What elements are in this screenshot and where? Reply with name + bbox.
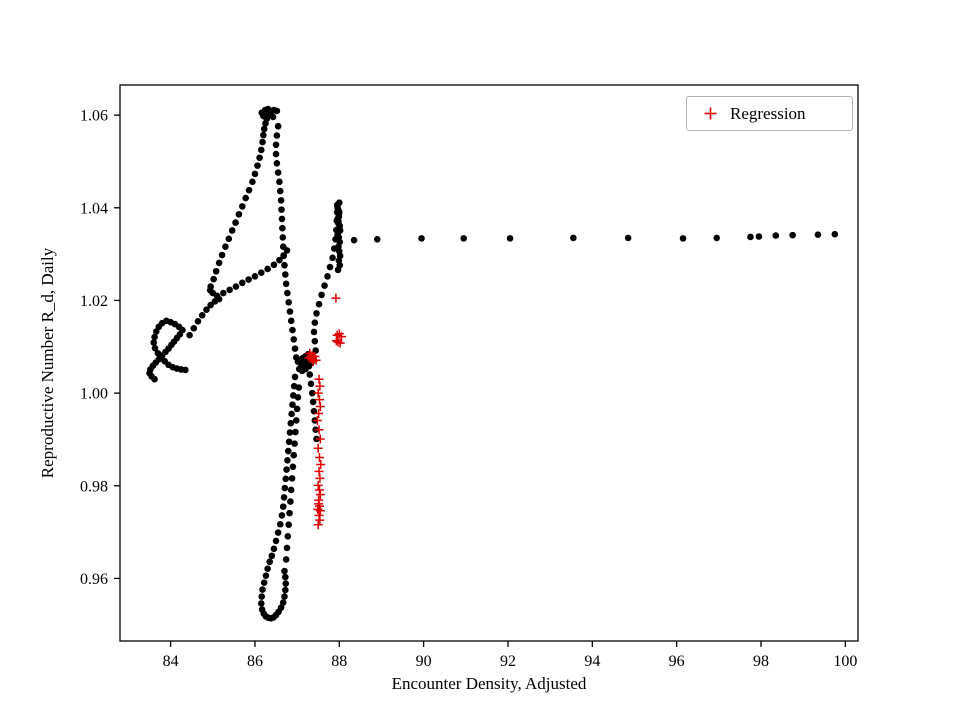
x-tick-label: 96 <box>669 653 685 670</box>
x-tick-label: 92 <box>500 653 516 670</box>
legend-label: Regression <box>730 103 806 123</box>
legend: Regression <box>686 96 853 131</box>
x-tick-label: 90 <box>416 653 432 670</box>
series-regression <box>304 293 346 530</box>
plot-frame <box>119 84 859 642</box>
y-axis: 0.96 0.98 1.00 1.02 1.04 1.06 <box>80 108 120 588</box>
x-axis: 84 86 88 90 92 94 96 98 100 <box>163 641 857 670</box>
x-tick-label: 88 <box>331 653 347 670</box>
y-axis-label: Reproductive Number R_d, Daily <box>38 247 57 479</box>
x-tick-label: 84 <box>163 653 179 670</box>
x-tick-label: 86 <box>247 653 263 670</box>
y-tick-label: 0.98 <box>80 478 108 495</box>
x-axis-label: Encounter Density, Adjusted <box>391 674 587 693</box>
series-trajectory <box>146 105 839 622</box>
y-tick-label: 1.06 <box>80 108 108 125</box>
x-tick-label: 94 <box>584 653 600 670</box>
regression-plus-icon <box>703 106 718 121</box>
y-tick-label: 0.96 <box>80 571 108 588</box>
x-tick-label: 100 <box>833 653 857 670</box>
y-tick-label: 1.02 <box>80 293 108 310</box>
x-tick-label: 98 <box>753 653 769 670</box>
y-tick-label: 1.04 <box>80 200 108 217</box>
y-tick-label: 1.00 <box>80 386 108 403</box>
